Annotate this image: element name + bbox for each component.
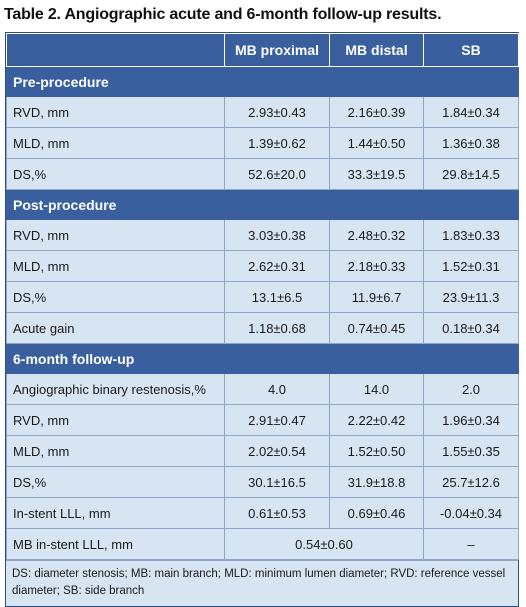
row-label: Acute gain xyxy=(6,312,225,344)
table-cell: 31.9±18.8 xyxy=(329,466,424,498)
table-cell: 0.74±0.45 xyxy=(329,312,424,344)
table-cell: 29.8±14.5 xyxy=(423,158,519,190)
table-row: Angiographic binary restenosis,% 4.0 14.0 2… xyxy=(6,373,519,405)
table-cell: 0.61±0.53 xyxy=(224,497,330,529)
table-cell: 2.22±0.42 xyxy=(329,404,424,436)
table-cell: 11.9±6.7 xyxy=(329,281,424,313)
table-cell: 1.84±0.34 xyxy=(423,96,519,128)
table-cell: 2.0 xyxy=(423,373,519,405)
table-row: Acute gain 1.18±0.68 0.74±0.45 0.18±0.34 xyxy=(6,312,519,344)
table-cell: 1.18±0.68 xyxy=(224,312,330,344)
table-cell: 25.7±12.6 xyxy=(423,466,519,498)
table-cell: 0.18±0.34 xyxy=(423,312,519,344)
table-cell: -0.04±0.34 xyxy=(423,497,519,529)
section-header-row: 6-month follow-up xyxy=(6,343,519,374)
row-label: MLD, mm xyxy=(6,250,225,282)
section-header: Pre-procedure xyxy=(6,66,519,97)
table-row: RVD, mm 2.91±0.47 2.22±0.42 1.96±0.34 xyxy=(6,404,519,436)
table-cell: 2.16±0.39 xyxy=(329,96,424,128)
table-cell: 30.1±16.5 xyxy=(224,466,330,498)
table-cell: 52.6±20.0 xyxy=(224,158,330,190)
table-cell: 2.02±0.54 xyxy=(224,435,330,467)
column-header-mb-distal: MB distal xyxy=(329,33,424,67)
column-header-row: MB proximal MB distal SB xyxy=(6,33,519,67)
table-row-mb-lll: MB in-stent LLL, mm 0.54±0.60– xyxy=(6,528,519,560)
table-cell: 1.96±0.34 xyxy=(423,404,519,436)
table-row: MLD, mm 1.39±0.62 1.44±0.50 1.36±0.38 xyxy=(6,127,519,159)
table-cell: 1.44±0.50 xyxy=(329,127,424,159)
table-cell: 1.83±0.33 xyxy=(423,219,519,251)
data-table: MB proximal MB distal SB Pre-procedure RV… xyxy=(6,33,519,560)
row-label: MLD, mm xyxy=(6,435,225,467)
table-cell: 2.93±0.43 xyxy=(224,96,330,128)
results-table: MB proximal MB distal SB Pre-procedure RV… xyxy=(5,32,519,607)
table-cell: 1.55±0.35 xyxy=(423,435,519,467)
column-header-empty xyxy=(6,33,225,67)
table-row: RVD, mm 2.93±0.43 2.16±0.39 1.84±0.34 xyxy=(6,96,519,128)
table-cell: 33.3±19.5 xyxy=(329,158,424,190)
table-cell: 2.48±0.32 xyxy=(329,219,424,251)
table-row: MLD, mm 2.02±0.54 1.52±0.50 1.55±0.35 xyxy=(6,435,519,467)
table-cell: 2.62±0.31 xyxy=(224,250,330,282)
table-cell: 13.1±6.5 xyxy=(224,281,330,313)
table-row: MLD, mm 2.62±0.31 2.18±0.33 1.52±0.31 xyxy=(6,250,519,282)
table-cell: 0.69±0.46 xyxy=(329,497,424,529)
table-row: RVD, mm 3.03±0.38 2.48±0.32 1.83±0.33 xyxy=(6,219,519,251)
column-header-mb-proximal: MB proximal xyxy=(224,33,330,67)
row-label: RVD, mm xyxy=(6,404,225,436)
table-cell: 14.0 xyxy=(329,373,424,405)
section-header: Post-procedure xyxy=(6,189,519,220)
table-cell: 2.18±0.33 xyxy=(329,250,424,282)
row-label: In-stent LLL, mm xyxy=(6,497,225,529)
table-row: DS,% 30.1±16.5 31.9±18.8 25.7±12.6 xyxy=(6,466,519,498)
table-row: DS,% 13.1±6.5 11.9±6.7 23.9±11.3 xyxy=(6,281,519,313)
table-cell: – xyxy=(423,528,519,560)
table-cell: 3.03±0.38 xyxy=(224,219,330,251)
table-footnote: DS: diameter stenosis; MB: main branch; … xyxy=(6,560,518,606)
row-label: DS,% xyxy=(6,281,225,313)
table-cell-merged: 0.54±0.60 xyxy=(224,528,424,560)
section-header: 6-month follow-up xyxy=(6,343,519,374)
table-cell: 2.91±0.47 xyxy=(224,404,330,436)
table-title: Table 2. Angiographic acute and 6-month … xyxy=(4,6,442,23)
row-label: RVD, mm xyxy=(6,219,225,251)
row-label: DS,% xyxy=(6,158,225,190)
section-header-row: Pre-procedure xyxy=(6,66,519,97)
row-label: DS,% xyxy=(6,466,225,498)
table-cell: 1.52±0.50 xyxy=(329,435,424,467)
table-cell: 1.39±0.62 xyxy=(224,127,330,159)
table-cell: 4.0 xyxy=(224,373,330,405)
row-label: RVD, mm xyxy=(6,96,225,128)
row-label: Angiographic binary restenosis,% xyxy=(6,373,225,405)
table-row: DS,% 52.6±20.0 33.3±19.5 29.8±14.5 xyxy=(6,158,519,190)
table-cell: 23.9±11.3 xyxy=(423,281,519,313)
table-cell: 1.52±0.31 xyxy=(423,250,519,282)
table-row: In-stent LLL, mm 0.61±0.53 0.69±0.46 -0.04±… xyxy=(6,497,519,529)
column-header-sb: SB xyxy=(423,33,519,67)
table-cell: 1.36±0.38 xyxy=(423,127,519,159)
row-label: MLD, mm xyxy=(6,127,225,159)
section-header-row: Post-procedure xyxy=(6,189,519,220)
row-label: MB in-stent LLL, mm xyxy=(6,528,225,560)
